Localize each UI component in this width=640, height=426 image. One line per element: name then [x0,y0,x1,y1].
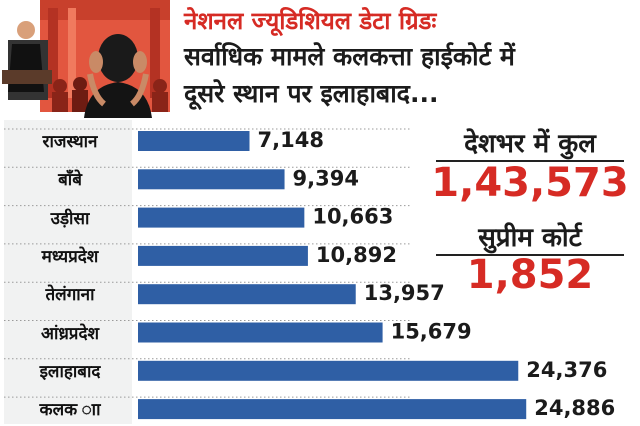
headline-title: नेशनल ज्यूडिशियल डेटा ग्रिडः [184,7,437,35]
category-label: इलाहाबाद [39,361,101,382]
category-label: कलक ाा [39,400,101,421]
headline-subtitle-line1: सर्वाधिक मामले कलकत्ता हाईकोर्ट में [184,42,515,71]
bar [138,399,527,420]
bar [138,245,308,266]
category-label: तेलंगाना [45,285,95,306]
bar-value-label: 15,679 [391,320,472,344]
category-label: उड़ीसा [50,208,90,229]
country-total-divider [436,160,624,162]
bar [138,131,250,151]
bar [138,284,356,305]
bar-value-label: 10,663 [312,205,393,229]
headline-subtitle-line2: दूसरे स्थान पर इलाहाबाद... [184,79,439,108]
country-total-label: देशभर में कुल [464,129,596,159]
headline: नेशनल ज्यूडिशियल डेटा ग्रिडः सर्वाधिक मा… [184,4,636,112]
bar-value-label: 24,376 [526,358,607,382]
category-label-panel: राजस्थान बॉंबे उड़ीसा मध्यप्रदेश तेलंगान… [4,120,132,424]
category-label: बॉंबे [58,170,82,191]
bar-value-label: 10,892 [316,243,397,267]
supreme-court-value: 1,852 [466,252,594,298]
bar-value-label: 9,394 [293,166,359,190]
category-label: आंध्रप्रदेश [40,323,100,344]
bar-chart: 7,148 9,394 10,663 10,892 13,957 15,679 24,376… [4,128,615,420]
judge-courtroom-illustration-icon [0,0,178,118]
bar-value-label: 24,886 [534,396,615,420]
supreme-court-label: सुप्रीम कोर्ट [478,223,582,253]
bar [138,169,285,190]
bar [138,322,383,343]
bar-value-label: 13,957 [364,281,445,305]
bar-value-label: 7,148 [258,128,324,152]
country-total-value: 1,43,573 [431,160,629,206]
category-label: राजस्थान [42,132,98,152]
category-label: मध्यप्रदेश [41,246,99,267]
bar [138,360,519,381]
supreme-court-divider [436,254,624,256]
bar [138,207,305,228]
